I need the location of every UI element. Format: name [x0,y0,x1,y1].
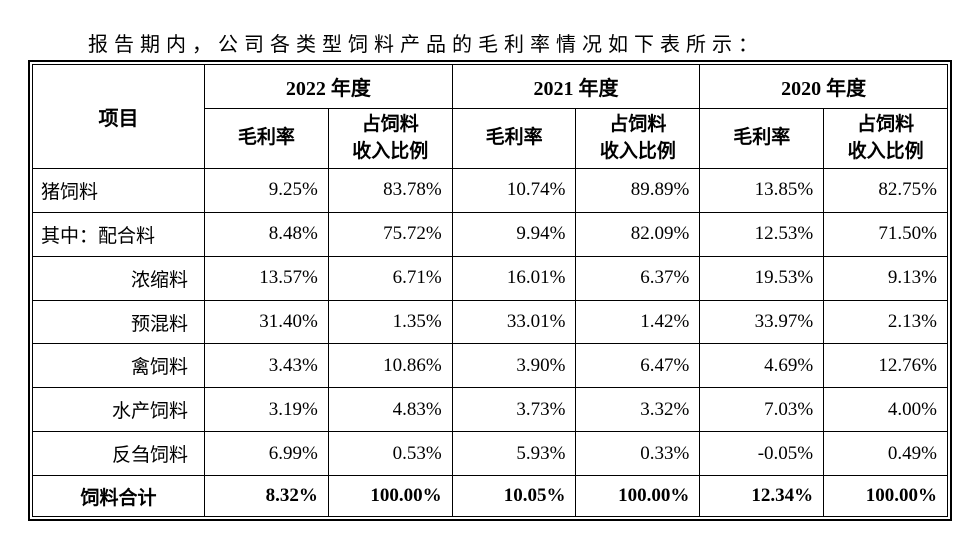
cell-value: 1.35% [327,299,453,345]
table-row-compound-feed: 其中：配合料 8.48% 75.72% 9.94% 82.09% 12.53% … [32,211,948,257]
col-header-margin-2021: 毛利率 [451,108,577,169]
share-header-line2: 收入比例 [847,140,924,162]
cell-value: 5.93% [451,431,577,477]
table-row-premix-feed: 预混料 31.40% 1.35% 33.01% 1.42% 33.97% 2.1… [32,299,948,345]
row-label: 其中：配合料 [32,211,205,257]
share-header-line2: 收入比例 [352,140,429,162]
cell-value: 9.94% [451,211,577,257]
cell-value: 7.03% [699,387,825,433]
cell-value: 12.53% [699,211,825,257]
cell-value: 100.00% [327,475,453,517]
cell-value: 9.25% [204,168,329,213]
share-header-line2: 收入比例 [599,140,676,162]
cell-value: 82.09% [575,211,701,257]
col-header-year-2022: 2022 年度 [204,64,453,109]
cell-value: 100.00% [575,475,701,517]
row-label: 反刍饲料 [32,431,205,477]
header-row-subheaders: 毛利率 占饲料 收入比例 毛利率 占饲料 收入比例 毛利率 占饲料 收入比例 [33,108,948,169]
col-header-margin-2020: 毛利率 [699,108,825,169]
cell-value: 6.37% [575,255,701,301]
cell-value: 3.43% [204,343,329,389]
col-header-share-2020: 占饲料 收入比例 [823,108,948,169]
cell-value: 75.72% [327,211,453,257]
col-header-share-2021: 占饲料 收入比例 [575,108,701,169]
cell-value: 31.40% [204,299,329,345]
cell-value: 2.13% [823,299,948,345]
cell-value: 0.49% [823,431,948,477]
share-header-line1: 占饲料 [609,113,667,135]
cell-value: 6.71% [327,255,453,301]
cell-value: 89.89% [575,168,701,213]
col-header-margin-2022: 毛利率 [204,108,329,169]
row-label: 预混料 [32,299,205,345]
cell-value: 83.78% [327,168,453,213]
table-row-concentrate-feed: 浓缩料 13.57% 6.71% 16.01% 6.37% 19.53% 9.1… [32,255,948,301]
header-row-years: 项目 2022 年度 2021 年度 2020 年度 [32,64,948,169]
cell-value: 16.01% [451,255,577,301]
row-label: 水产饲料 [32,387,205,433]
cell-value: 82.75% [823,168,948,213]
cell-value: 10.74% [451,168,577,213]
col-header-year-2021: 2021 年度 [451,64,701,109]
cell-value: 3.19% [204,387,329,433]
gross-margin-table-grid: 项目 2022 年度 2021 年度 2020 年度 毛利率 占饲料 收入比例 … [32,64,948,517]
cell-value: 33.97% [699,299,825,345]
share-header-line1: 占饲料 [857,113,915,135]
cell-value: 4.00% [823,387,948,433]
gross-margin-table: 项目 2022 年度 2021 年度 2020 年度 毛利率 占饲料 收入比例 … [28,60,952,521]
cell-value: 12.76% [823,343,948,389]
cell-value: 13.85% [699,168,825,213]
cell-value: 0.33% [575,431,701,477]
cell-value: 8.32% [204,475,329,517]
cell-value: 4.69% [699,343,825,389]
table-row-aquatic-feed: 水产饲料 3.19% 4.83% 3.73% 3.32% 7.03% 4.00% [32,387,948,433]
cell-value: 10.86% [327,343,453,389]
row-label: 禽饲料 [32,343,205,389]
cell-value: 3.32% [575,387,701,433]
cell-value: 13.57% [204,255,329,301]
row-label: 饲料合计 [32,475,205,517]
cell-value: 4.83% [327,387,453,433]
cell-value: -0.05% [699,431,825,477]
share-header-line1: 占饲料 [361,113,419,135]
cell-value: 19.53% [699,255,825,301]
table-row-pig-feed: 猪饲料 9.25% 83.78% 10.74% 89.89% 13.85% 82… [32,168,948,213]
row-label: 浓缩料 [32,255,205,301]
cell-value: 0.53% [327,431,453,477]
cell-value: 33.01% [451,299,577,345]
col-header-item: 项目 [32,64,205,169]
cell-value: 6.99% [204,431,329,477]
col-header-share-2022: 占饲料 收入比例 [327,108,453,169]
intro-text: 报告期内，公司各类型饲料产品的毛利率情况如下表所示： [88,34,764,56]
table-row-poultry-feed: 禽饲料 3.43% 10.86% 3.90% 6.47% 4.69% 12.76… [32,343,948,389]
table-row-feed-total: 饲料合计 8.32% 100.00% 10.05% 100.00% 12.34%… [32,475,948,517]
cell-value: 12.34% [699,475,825,517]
cell-value: 10.05% [451,475,577,517]
cell-value: 1.42% [575,299,701,345]
cell-value: 100.00% [823,475,948,517]
col-header-year-2020: 2020 年度 [699,64,948,109]
cell-value: 8.48% [204,211,329,257]
row-label: 猪饲料 [32,168,205,213]
cell-value: 71.50% [823,211,948,257]
cell-value: 3.90% [451,343,577,389]
cell-value: 6.47% [575,343,701,389]
table-row-ruminant-feed: 反刍饲料 6.99% 0.53% 5.93% 0.33% -0.05% 0.49… [32,431,948,477]
cell-value: 3.73% [451,387,577,433]
cell-value: 9.13% [823,255,948,301]
